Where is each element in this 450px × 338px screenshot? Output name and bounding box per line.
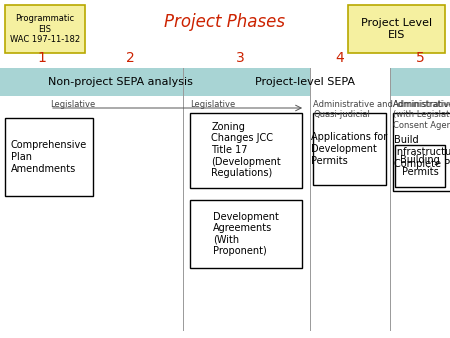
Bar bbox=[395, 145, 445, 187]
Text: Comprehensive
Plan
Amendments: Comprehensive Plan Amendments bbox=[11, 140, 87, 174]
Bar bbox=[393, 113, 450, 191]
Text: Administrative: Administrative bbox=[393, 100, 450, 109]
Text: Build
Infrastructure and
Complete Plats: Build Infrastructure and Complete Plats bbox=[394, 136, 450, 169]
Bar bbox=[190, 113, 302, 188]
Text: Legislative: Legislative bbox=[190, 100, 235, 109]
Bar bbox=[5, 118, 93, 196]
Text: 1: 1 bbox=[37, 51, 46, 65]
Bar bbox=[5, 5, 85, 53]
Text: Zoning
Changes JCC
Title 17
(Development
Regulations): Zoning Changes JCC Title 17 (Development… bbox=[211, 122, 281, 178]
Text: 4: 4 bbox=[336, 51, 344, 65]
Text: Building
Permits: Building Permits bbox=[400, 155, 440, 177]
Text: 5: 5 bbox=[416, 51, 424, 65]
Text: 3: 3 bbox=[236, 51, 244, 65]
Bar bbox=[313, 113, 386, 185]
Bar bbox=[390, 68, 450, 96]
Text: Administrative Oversight
(with Legislative on
Consent Agenda): Administrative Oversight (with Legislati… bbox=[393, 100, 450, 130]
Text: Project-level SEPA: Project-level SEPA bbox=[255, 77, 355, 87]
Text: Applications for
Development
Permits: Applications for Development Permits bbox=[311, 132, 387, 166]
Text: Project Phases: Project Phases bbox=[165, 13, 285, 31]
Text: Administrative and
Quasi-judicial: Administrative and Quasi-judicial bbox=[313, 100, 393, 119]
Bar bbox=[348, 5, 445, 53]
Text: Non-project SEPA analysis: Non-project SEPA analysis bbox=[48, 77, 193, 87]
Text: Legislative: Legislative bbox=[50, 100, 95, 109]
Text: Project Level
EIS: Project Level EIS bbox=[361, 18, 432, 40]
Bar bbox=[190, 200, 302, 268]
Text: 2: 2 bbox=[126, 51, 135, 65]
Text: Programmatic
EIS
WAC 197-11-182: Programmatic EIS WAC 197-11-182 bbox=[10, 14, 80, 44]
Bar bbox=[0, 68, 310, 96]
Text: Development
Agreements
(With
Proponent): Development Agreements (With Proponent) bbox=[213, 212, 279, 257]
